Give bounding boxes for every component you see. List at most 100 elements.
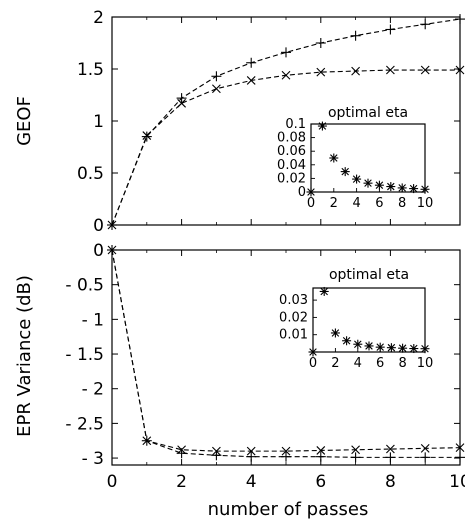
inset-data-point (306, 187, 316, 197)
inset-x-tick-label: 8 (398, 356, 406, 371)
data-point-plus (211, 71, 222, 82)
y-tick-label: 2 (93, 8, 104, 28)
data-point-plus (385, 24, 396, 35)
inset-data-point (340, 167, 350, 177)
inset-x-tick-label: 8 (398, 196, 406, 211)
data-point-cross (177, 98, 186, 108)
y-tick-label: - 2 (82, 380, 104, 400)
x-tick-label: 10 (449, 472, 465, 492)
data-point-cross (420, 65, 430, 75)
inset-y-tick-label: 0.06 (277, 144, 306, 159)
inset-data-point (308, 347, 318, 357)
data-point-cross (316, 67, 326, 77)
y-axis-label: EPR Variance (dB) (14, 275, 35, 437)
data-point-plus (281, 47, 291, 58)
y-tick-label: 0.5 (77, 164, 104, 184)
data-point-cross (351, 445, 360, 455)
inset-y-tick-label: 0.04 (277, 158, 306, 173)
inset-y-tick-label: 0.02 (277, 171, 306, 186)
data-point-cross (107, 220, 117, 230)
y-tick-label: - 1.5 (65, 345, 104, 365)
inset-data-point (397, 183, 407, 193)
inset-data-point (363, 178, 373, 188)
data-point-cross (316, 446, 326, 455)
data-point-cross (246, 76, 256, 85)
data-point-plus (211, 450, 222, 461)
data-point-cross (281, 446, 291, 456)
data-point-plus (315, 38, 326, 48)
y-tick-label: - 2.5 (65, 414, 104, 434)
y-tick-label: 1 (93, 112, 104, 132)
inset-y-tick-label: 0.08 (277, 131, 306, 146)
inset-data-point (342, 336, 352, 346)
y-axis-label: GEOF (14, 96, 35, 146)
y-tick-label: 1.5 (77, 60, 104, 80)
data-point-cross (386, 65, 395, 75)
data-point-cross (142, 131, 152, 140)
data-point-plus (315, 451, 326, 462)
inset-data-point (398, 343, 408, 353)
inset-data-point (374, 180, 384, 190)
inset-x-tick-label: 0 (307, 196, 315, 211)
inset-data-point (319, 286, 329, 296)
inset-x-tick-label: 2 (331, 356, 339, 371)
inset-x-tick-label: 4 (354, 356, 362, 371)
data-point-cross (351, 66, 360, 76)
inset-data-point (317, 121, 327, 131)
inset-data-point (364, 341, 374, 351)
inset-y-tick-label: 0.1 (285, 117, 306, 132)
series-line-cross (111, 249, 461, 452)
series-line-plus (111, 249, 460, 458)
data-point-plus (455, 452, 465, 463)
inset-data-point (329, 153, 339, 163)
data-point-cross (455, 65, 465, 75)
inset-y-tick-label: 0.02 (279, 310, 308, 325)
x-tick-label: 4 (246, 472, 257, 492)
inset-x-tick-label: 10 (417, 356, 434, 371)
inset-data-point (352, 174, 362, 184)
inset-data-point (420, 184, 430, 194)
inset-optimal-eta: optimal eta 0 2 4 6 8 10 0.01 0.02 0.03 (279, 267, 433, 371)
y-tick-label: 0 (93, 241, 104, 261)
inset-data-point (330, 328, 340, 338)
data-point-plus (246, 57, 257, 68)
inset-title: optimal eta (328, 105, 408, 121)
data-point-cross (107, 245, 117, 255)
data-point-cross (455, 443, 465, 453)
inset-x-tick-label: 6 (375, 196, 383, 211)
data-point-plus (176, 93, 187, 104)
x-tick-label: 0 (107, 472, 118, 492)
inset-frame (310, 123, 426, 193)
inset-y-tick-label: 0.03 (279, 293, 308, 308)
inset-data-point (386, 343, 396, 353)
x-tick-label: 8 (385, 472, 396, 492)
data-point-plus (350, 30, 361, 41)
data-point-plus (455, 14, 465, 25)
data-point-plus (141, 131, 152, 142)
y-tick-label: - 1 (82, 310, 104, 330)
inset-frame (312, 287, 426, 353)
inset-y-tick-label: 0 (298, 185, 306, 200)
data-point-plus (420, 19, 431, 30)
data-point-cross (212, 84, 221, 94)
series-line-plus (111, 18, 461, 226)
inset-data-point (420, 344, 430, 354)
y-tick-label: - 3 (82, 449, 104, 469)
data-point-plus (385, 452, 396, 463)
x-tick-label: 2 (176, 472, 187, 492)
inset-x-tick-label: 10 (417, 196, 434, 211)
inset-x-tick-label: 4 (352, 196, 360, 211)
data-point-plus (246, 451, 257, 462)
inset-y-tick-label: 0.01 (279, 328, 308, 343)
inset-data-point (409, 184, 419, 194)
x-axis-label: number of passes (208, 499, 369, 520)
y-tick-label: 0 (93, 216, 104, 236)
data-point-cross (212, 446, 221, 456)
inset-x-tick-label: 0 (309, 356, 317, 371)
data-point-cross (142, 436, 152, 446)
data-point-cross (386, 444, 395, 454)
